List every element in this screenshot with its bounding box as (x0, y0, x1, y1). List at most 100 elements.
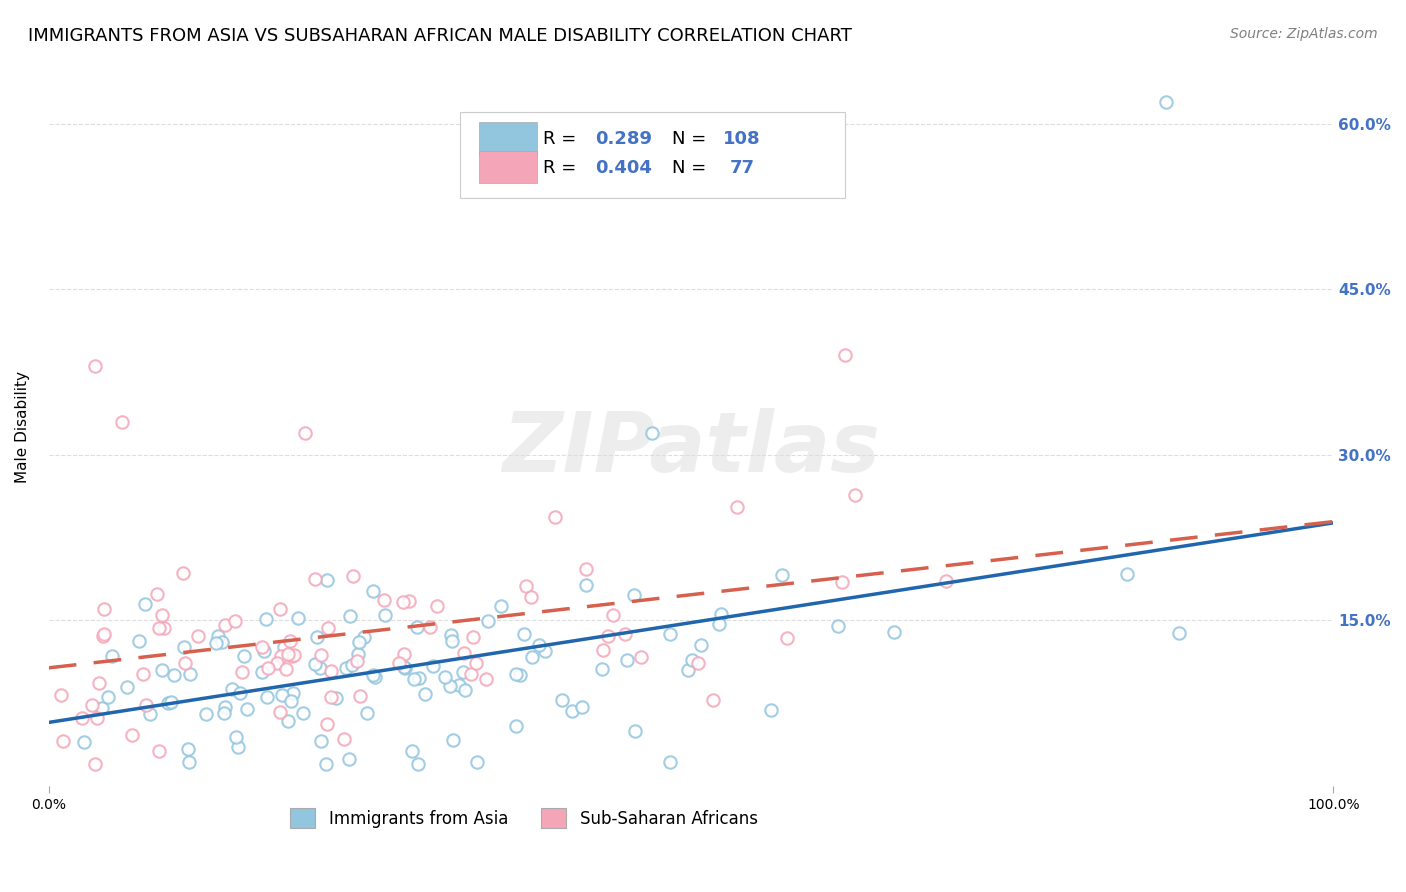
Point (401, 744, 423, 758)
Point (453, 646, 475, 660)
Point (309, 648, 332, 662)
Point (527, 638, 550, 652)
Text: N =: N = (672, 130, 711, 148)
Point (686, 656, 709, 670)
Point (759, 703, 782, 717)
Text: 0.404: 0.404 (595, 159, 651, 177)
Point (100, 648, 122, 663)
Point (347, 647, 370, 661)
Point (214, 699, 236, 714)
Point (229, 686, 252, 700)
Point (702, 692, 724, 706)
Point (613, 627, 636, 641)
Point (356, 706, 378, 720)
Point (333, 731, 356, 746)
Point (623, 589, 645, 603)
Point (52, 733, 75, 747)
Point (426, 599, 449, 613)
Point (934, 574, 956, 589)
FancyBboxPatch shape (460, 112, 845, 198)
Point (177, 742, 200, 756)
Point (134, 598, 156, 612)
Point (451, 665, 474, 680)
Point (235, 701, 257, 715)
Point (534, 644, 557, 658)
Point (337, 752, 360, 766)
Point (591, 662, 613, 676)
Point (441, 732, 464, 747)
Point (413, 687, 436, 701)
Point (408, 671, 430, 685)
Point (725, 500, 748, 515)
Point (179, 667, 201, 681)
Point (460, 667, 482, 681)
Point (90, 701, 112, 715)
Point (315, 756, 337, 771)
Point (342, 569, 364, 583)
Point (280, 694, 302, 708)
Point (659, 756, 682, 770)
Point (93, 627, 115, 641)
Point (434, 670, 457, 684)
Point (623, 724, 645, 739)
Point (831, 574, 853, 589)
Point (172, 566, 194, 581)
Point (91, 629, 114, 643)
Point (883, 625, 905, 640)
Point (221, 681, 243, 696)
Point (82, 698, 104, 713)
Text: 108: 108 (723, 130, 761, 148)
Point (278, 633, 301, 648)
Point (318, 621, 340, 635)
Point (224, 614, 246, 628)
Text: N =: N = (672, 159, 711, 177)
Point (844, 487, 866, 501)
Point (398, 594, 420, 608)
Point (86, 710, 108, 724)
Point (374, 608, 396, 623)
Point (505, 719, 527, 733)
Point (287, 610, 309, 624)
Point (710, 607, 733, 622)
Point (335, 661, 357, 675)
Point (225, 731, 247, 745)
FancyBboxPatch shape (479, 151, 537, 183)
Point (394, 661, 416, 675)
Point (361, 583, 384, 598)
Point (707, 617, 730, 632)
Point (194, 706, 217, 721)
Point (641, 425, 664, 440)
Point (307, 630, 329, 644)
Point (551, 693, 574, 707)
Point (231, 665, 253, 679)
Point (226, 739, 249, 754)
Point (159, 695, 181, 709)
Point (441, 633, 464, 648)
Point (402, 672, 425, 686)
Text: R =: R = (543, 130, 582, 148)
Point (315, 573, 337, 587)
Point (439, 679, 461, 693)
Point (256, 690, 278, 704)
Legend: Immigrants from Asia, Sub-Saharan Africans: Immigrants from Asia, Sub-Saharan Africa… (284, 801, 765, 835)
Point (447, 678, 470, 692)
Point (776, 632, 799, 646)
Text: R =: R = (543, 159, 582, 177)
Point (135, 698, 157, 713)
Point (682, 653, 704, 667)
Point (602, 608, 624, 623)
Point (678, 663, 700, 677)
Point (346, 654, 368, 668)
Point (489, 599, 512, 614)
Point (139, 706, 162, 721)
Point (121, 728, 143, 742)
Point (51, 688, 73, 702)
Point (131, 667, 153, 681)
Point (543, 510, 565, 524)
Point (87, 676, 110, 690)
Point (575, 562, 598, 576)
Point (276, 662, 298, 676)
Point (304, 572, 326, 586)
Point (93, 602, 115, 616)
Point (361, 667, 384, 681)
